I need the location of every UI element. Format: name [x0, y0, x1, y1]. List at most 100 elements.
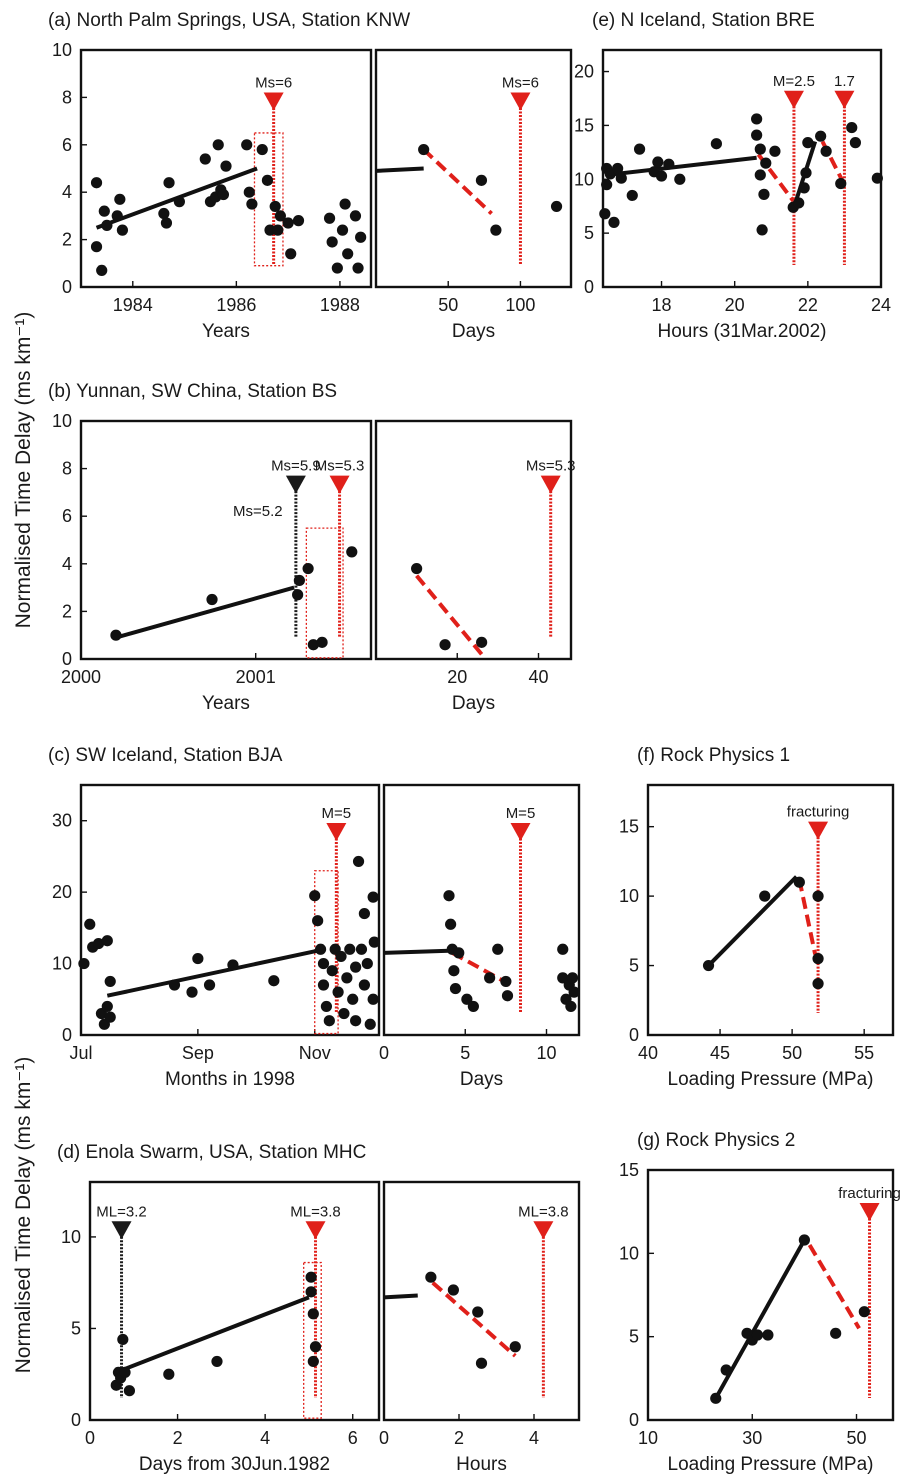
x-axis-label: Days	[452, 321, 495, 342]
data-point	[846, 121, 858, 134]
event-label: fracturing	[787, 804, 850, 821]
trend-line	[115, 585, 295, 640]
data-point	[449, 982, 462, 995]
data-point	[305, 1286, 317, 1298]
data-point	[90, 177, 103, 189]
data-point	[710, 138, 722, 150]
data-point	[702, 959, 715, 972]
panel-g: 0 5 10 15 10 30 50 Loading Pressure (MPa) (g) Ro…	[619, 1130, 901, 1475]
data-point	[292, 215, 305, 227]
data-point	[268, 975, 280, 987]
data-point	[411, 562, 423, 575]
data-point	[309, 1341, 322, 1353]
data-point	[557, 972, 569, 984]
event-label: M=5	[506, 805, 536, 822]
data-point	[350, 1015, 362, 1027]
x-axis-label: Loading Pressure (MPa)	[668, 1069, 874, 1090]
data-point	[812, 890, 824, 902]
panel-b-years: 0 2 4 6 8 10 2000 2001 Years (b) Yunnan, SW China…	[48, 381, 373, 714]
data-point	[758, 188, 770, 200]
x-tick-label: 50	[438, 295, 458, 315]
data-point	[211, 1355, 223, 1368]
x-tick-label: Jul	[69, 1043, 92, 1063]
highlight-box	[303, 1261, 322, 1419]
event-label: Ms=5.2	[233, 503, 283, 520]
data-point	[355, 943, 368, 955]
data-point	[326, 965, 338, 977]
data-point	[282, 217, 294, 229]
data-point	[751, 129, 763, 141]
decrease-trend-line	[431, 1281, 517, 1358]
event-triangle	[329, 475, 350, 494]
data-point	[316, 636, 328, 648]
trend-line	[375, 166, 424, 173]
data-point	[812, 953, 824, 965]
y-tick-label: 4	[62, 554, 72, 574]
event-triangle	[326, 823, 347, 841]
x-tick-label: 0	[379, 1043, 389, 1063]
x-tick-label: 45	[710, 1043, 730, 1063]
data-point	[754, 169, 766, 181]
y-tick-label: 6	[62, 135, 72, 155]
data-point	[110, 629, 122, 641]
data-point	[615, 172, 627, 184]
panel-e: 0 5 10 15 20 18 20 22 24 Hours (31Mar.2002) (e) N …	[574, 10, 891, 342]
data-point	[754, 143, 766, 155]
data-point	[186, 986, 198, 998]
x-tick-label: 50	[846, 1428, 866, 1448]
data-point	[798, 182, 810, 194]
data-point	[550, 200, 563, 213]
decrease-trend-line	[807, 1243, 861, 1330]
data-point	[317, 957, 330, 970]
data-point	[335, 950, 347, 963]
data-point	[557, 943, 569, 955]
trend-line	[106, 948, 319, 998]
x-tick-label: 10	[536, 1043, 556, 1063]
highlight-box	[305, 527, 344, 659]
data-point	[509, 1341, 521, 1353]
panel-title: (c) SW Iceland, Station BJA	[48, 745, 283, 766]
y-tick-label: 10	[574, 169, 594, 189]
data-point	[601, 179, 613, 191]
data-point	[116, 224, 129, 236]
x-tick-label: 100	[505, 295, 535, 315]
x-tick-label: 55	[854, 1043, 874, 1063]
data-point	[269, 200, 281, 213]
data-point	[339, 198, 351, 210]
data-point	[246, 198, 258, 210]
panel-frame	[374, 419, 573, 661]
data-point	[78, 957, 90, 970]
y-tick-label: 15	[619, 1160, 639, 1180]
data-point	[364, 1018, 376, 1030]
x-tick-label: 6	[348, 1428, 358, 1448]
panel-frame	[79, 783, 381, 1037]
y-tick-label: 0	[629, 1410, 639, 1430]
data-point	[104, 1011, 116, 1023]
data-point	[90, 241, 103, 253]
panel-frame	[646, 783, 895, 1037]
y-tick-label: 10	[619, 1243, 639, 1263]
data-point	[815, 130, 827, 142]
y-axis-label-upper: Normalised Time Delay (ms km⁻¹)	[12, 312, 35, 629]
event-triangle	[285, 475, 306, 494]
data-point	[793, 876, 805, 888]
data-point	[347, 993, 359, 1005]
data-point	[320, 1000, 333, 1013]
event-label: Ms=6	[255, 75, 292, 92]
data-point	[759, 890, 771, 902]
y-tick-label: 10	[619, 886, 639, 906]
y-tick-label: 0	[62, 1025, 72, 1045]
x-axis-label: Days	[460, 1069, 503, 1090]
y-tick-label: 20	[574, 62, 594, 82]
data-point	[484, 972, 496, 984]
panel-frame	[79, 419, 373, 661]
x-axis-label: Hours (31Mar.2002)	[658, 321, 827, 342]
x-tick-label: 0	[85, 1428, 95, 1448]
data-point	[453, 947, 465, 959]
x-tick-label: 40	[638, 1043, 658, 1063]
data-point	[160, 217, 173, 229]
data-point	[292, 589, 304, 601]
data-point	[272, 224, 284, 236]
data-point	[751, 113, 763, 125]
